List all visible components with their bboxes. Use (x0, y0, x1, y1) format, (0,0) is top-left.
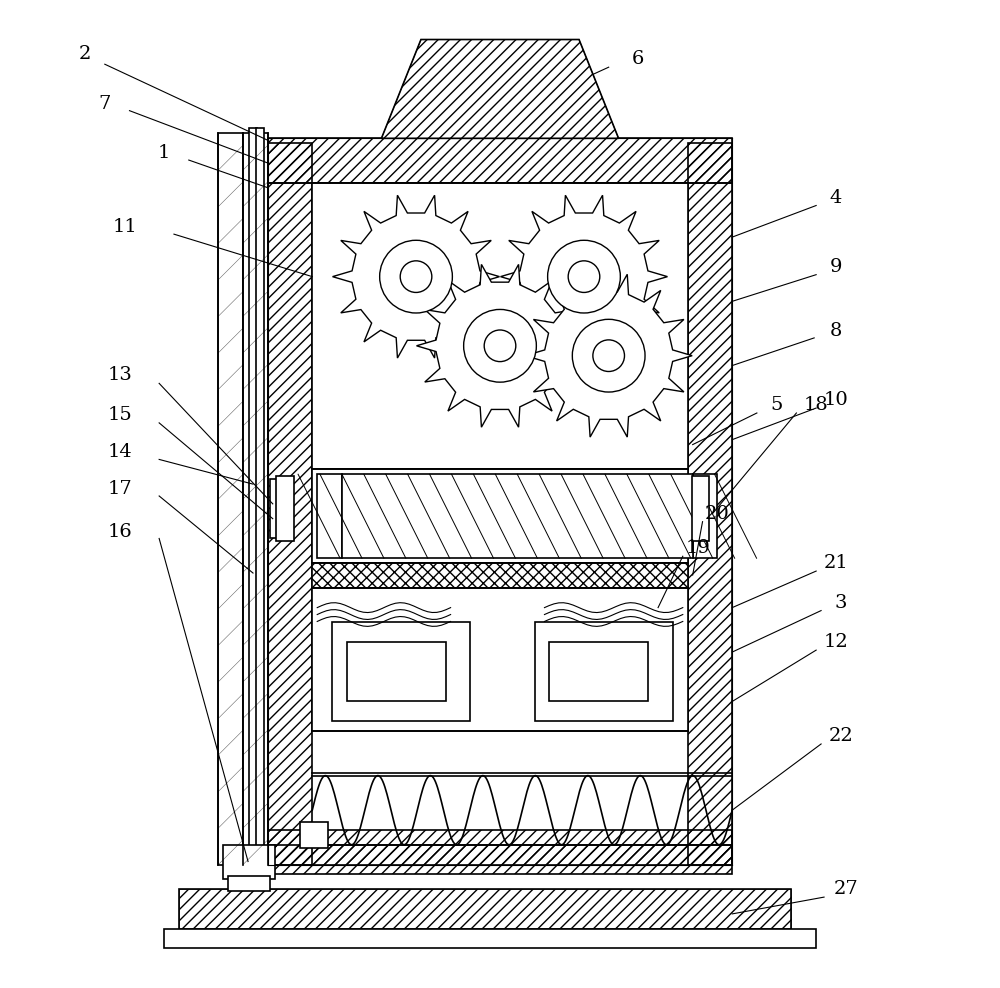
Text: 10: 10 (824, 391, 848, 409)
Text: 12: 12 (824, 633, 848, 651)
Circle shape (568, 261, 600, 292)
Bar (243, 133, 268, 864)
Bar (347, 642, 446, 701)
Text: 16: 16 (107, 523, 132, 540)
Text: 3: 3 (835, 594, 847, 612)
Circle shape (484, 330, 516, 362)
Circle shape (548, 240, 620, 313)
Circle shape (400, 261, 432, 292)
Polygon shape (417, 265, 583, 427)
Text: 18: 18 (804, 396, 829, 414)
Bar (268, 845, 732, 874)
Bar (218, 133, 243, 864)
Circle shape (593, 340, 624, 371)
Bar (276, 476, 294, 541)
Bar (270, 479, 282, 538)
Text: 5: 5 (770, 396, 783, 414)
Polygon shape (381, 40, 619, 138)
Bar (535, 622, 673, 721)
Bar (312, 183, 688, 469)
Text: 13: 13 (107, 367, 132, 384)
Polygon shape (500, 196, 667, 358)
Bar (549, 642, 648, 701)
Text: 14: 14 (107, 443, 132, 460)
Text: 8: 8 (830, 322, 842, 340)
Text: 27: 27 (833, 880, 858, 898)
Text: 15: 15 (107, 406, 132, 424)
Text: 4: 4 (830, 189, 842, 206)
Bar (249, 128, 257, 879)
Circle shape (464, 309, 536, 382)
Bar (268, 143, 312, 864)
Bar (692, 476, 709, 541)
Bar (317, 474, 342, 558)
Bar (312, 469, 688, 563)
Polygon shape (333, 196, 500, 358)
Text: 6: 6 (632, 50, 645, 68)
Bar (312, 588, 688, 731)
Text: 7: 7 (99, 95, 111, 113)
Text: 21: 21 (824, 554, 848, 572)
Bar (688, 143, 732, 864)
Text: 19: 19 (685, 539, 710, 557)
Bar (256, 128, 264, 879)
Bar (179, 889, 791, 929)
Bar (693, 474, 717, 558)
Circle shape (572, 319, 645, 392)
Bar (228, 876, 270, 891)
Bar (268, 138, 732, 183)
Polygon shape (525, 275, 692, 437)
Bar (268, 830, 732, 864)
Bar (164, 929, 816, 948)
Text: 22: 22 (828, 727, 853, 745)
Text: 11: 11 (112, 218, 137, 236)
Bar (312, 563, 688, 588)
Circle shape (380, 240, 452, 313)
Bar (342, 474, 693, 558)
Text: 1: 1 (158, 144, 170, 162)
Text: 20: 20 (705, 505, 730, 523)
Bar (179, 889, 791, 929)
Text: 9: 9 (830, 258, 842, 276)
Bar (332, 622, 470, 721)
Text: 2: 2 (79, 45, 91, 63)
Bar (300, 822, 328, 848)
Text: 17: 17 (107, 480, 132, 498)
Bar (223, 845, 275, 879)
